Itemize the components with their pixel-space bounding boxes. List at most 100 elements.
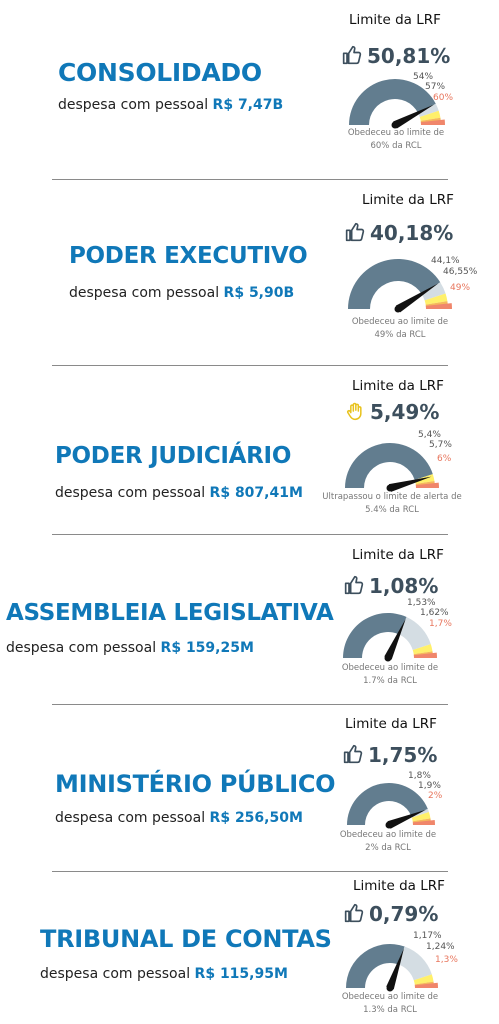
threshold-alert: 5,4% xyxy=(418,430,441,440)
gauge-remaining-arc xyxy=(398,617,431,650)
expense-amount: R$ 256,50M xyxy=(209,810,303,826)
threshold-prudential: 1,62% xyxy=(420,608,449,618)
status-note-line1: Obedeceu ao limite de xyxy=(339,830,437,840)
status-note: Obedeceu ao limite de 60% da RCL xyxy=(328,127,464,153)
percent-value: 40,18% xyxy=(345,221,453,245)
status-note: Obedeceu ao limite de 49% da RCL xyxy=(330,316,470,342)
status-note: Obedeceu ao limite de 1.3% da RCL xyxy=(322,991,458,1017)
gauge-remaining-arc xyxy=(418,103,439,117)
status-note-line1: Obedeceu ao limite de xyxy=(341,663,439,673)
gauge xyxy=(343,613,437,662)
section-divider xyxy=(52,871,448,872)
gauge-limit-band xyxy=(415,482,439,488)
status-note-line1: Obedeceu ao limite de xyxy=(341,992,439,1002)
gauge-needle xyxy=(384,618,406,660)
threshold-alert: 44,1% xyxy=(431,256,460,266)
percent-value: 0,79% xyxy=(344,902,438,926)
gauge-remaining-arc xyxy=(398,946,432,981)
thumbs-up-icon xyxy=(345,222,365,242)
expense-amount: R$ 807,41M xyxy=(209,485,303,501)
expense-line: despesa com pessoal R$ 159,25M xyxy=(6,640,254,656)
section-poder-judiciario: PODER JUDICIÁRIO despesa com pessoal R$ … xyxy=(0,365,499,534)
gauge xyxy=(347,783,435,829)
gauge-value-arc xyxy=(347,783,428,825)
threshold-prudential: 1,24% xyxy=(426,942,455,952)
threshold-prudential: 5,7% xyxy=(429,440,452,450)
raised-hand-icon xyxy=(347,402,362,421)
gauge-limit-band xyxy=(414,982,438,988)
percent-value: 1,75% xyxy=(343,743,437,767)
gauge-alert-band xyxy=(419,110,441,121)
status-note: Obedeceu ao limite de 2% da RCL xyxy=(320,829,456,855)
expense-line: despesa com pessoal R$ 5,90B xyxy=(69,285,294,301)
gauge-needle-hub xyxy=(384,654,392,662)
gauge-needle-hub xyxy=(386,484,394,492)
expense-amount: R$ 5,90B xyxy=(223,285,295,301)
limit-label: Limite da LRF xyxy=(353,878,445,894)
gauge-value-arc xyxy=(345,443,433,488)
gauge-limit-band xyxy=(412,819,435,825)
threshold-limit: 1,3% xyxy=(435,955,458,965)
threshold-prudential: 57% xyxy=(425,82,446,92)
gauge-alert-band xyxy=(412,644,433,655)
gauge-alert-band xyxy=(424,293,448,305)
threshold-alert: 1,53% xyxy=(407,598,436,608)
limit-label: Limite da LRF xyxy=(352,547,444,563)
section-title: CONSOLIDADO xyxy=(58,58,262,87)
expense-label: despesa com pessoal xyxy=(40,966,191,982)
section-divider xyxy=(52,179,448,180)
status-note-line2: 1.7% da RCL xyxy=(363,676,417,686)
expense-line: despesa com pessoal R$ 7,47B xyxy=(58,97,283,113)
status-note-line2: 5.4% da RCL xyxy=(365,505,419,515)
gauge-needle-hub xyxy=(385,821,393,829)
gauge-needle-hub xyxy=(391,121,399,129)
gauge-needle-hub xyxy=(394,305,402,313)
gauge-needle xyxy=(395,283,439,313)
section-title: PODER EXECUTIVO xyxy=(69,243,308,269)
percent-text: 1,08% xyxy=(369,574,439,598)
percent-text: 5,49% xyxy=(370,400,440,424)
thumbs-up-icon xyxy=(342,45,362,65)
percent-text: 1,75% xyxy=(368,743,438,767)
expense-amount: R$ 115,95M xyxy=(194,966,288,982)
limit-label: Limite da LRF xyxy=(362,192,454,208)
thumbs-up-icon xyxy=(343,744,363,764)
limit-label: Limite da LRF xyxy=(345,716,437,732)
expense-line: despesa com pessoal R$ 807,41M xyxy=(55,485,303,501)
threshold-prudential: 1,9% xyxy=(418,781,441,791)
expense-label: despesa com pessoal xyxy=(6,640,157,656)
gauge-needle xyxy=(393,104,435,129)
expense-label: despesa com pessoal xyxy=(55,485,206,501)
status-note-line2: 1.3% da RCL xyxy=(363,1005,417,1015)
percent-text: 0,79% xyxy=(369,902,439,926)
thumbs-up-icon xyxy=(344,903,364,923)
section-title: PODER JUDICIÁRIO xyxy=(55,443,292,469)
expense-amount: R$ 159,25M xyxy=(160,640,254,656)
expense-line: despesa com pessoal R$ 256,50M xyxy=(55,810,303,826)
threshold-alert: 1,17% xyxy=(413,931,442,941)
status-note-line2: 49% da RCL xyxy=(374,330,426,340)
expense-line: despesa com pessoal R$ 115,95M xyxy=(40,966,288,982)
threshold-limit: 2% xyxy=(428,791,443,801)
thumbs-up-icon xyxy=(344,575,364,595)
threshold-alert: 1,8% xyxy=(408,771,431,781)
threshold-limit: 60% xyxy=(433,93,454,103)
expense-label: despesa com pessoal xyxy=(69,285,220,301)
section-title: ASSEMBLEIA LEGISLATIVA xyxy=(6,600,334,626)
gauge-alert-band xyxy=(411,812,431,822)
gauge-remaining-arc xyxy=(411,808,429,818)
gauge xyxy=(345,443,439,492)
gauge-value-arc xyxy=(346,944,405,988)
section-divider xyxy=(52,704,448,705)
percent-text: 40,18% xyxy=(370,221,454,245)
section-assembleia-legislativa: ASSEMBLEIA LEGISLATIVA despesa com pesso… xyxy=(0,534,499,704)
threshold-limit: 6% xyxy=(437,454,452,464)
section-divider xyxy=(52,534,448,535)
gauge-value-arc xyxy=(349,78,436,125)
section-title: MINISTÉRIO PÚBLICO xyxy=(55,770,336,798)
status-note-line1: Ultrapassou o limite de alerta de xyxy=(322,492,462,502)
gauge-limit-band xyxy=(425,303,452,309)
section-divider xyxy=(52,365,448,366)
section-title: TRIBUNAL DE CONTAS xyxy=(40,925,332,953)
limit-label: Limite da LRF xyxy=(352,378,444,394)
